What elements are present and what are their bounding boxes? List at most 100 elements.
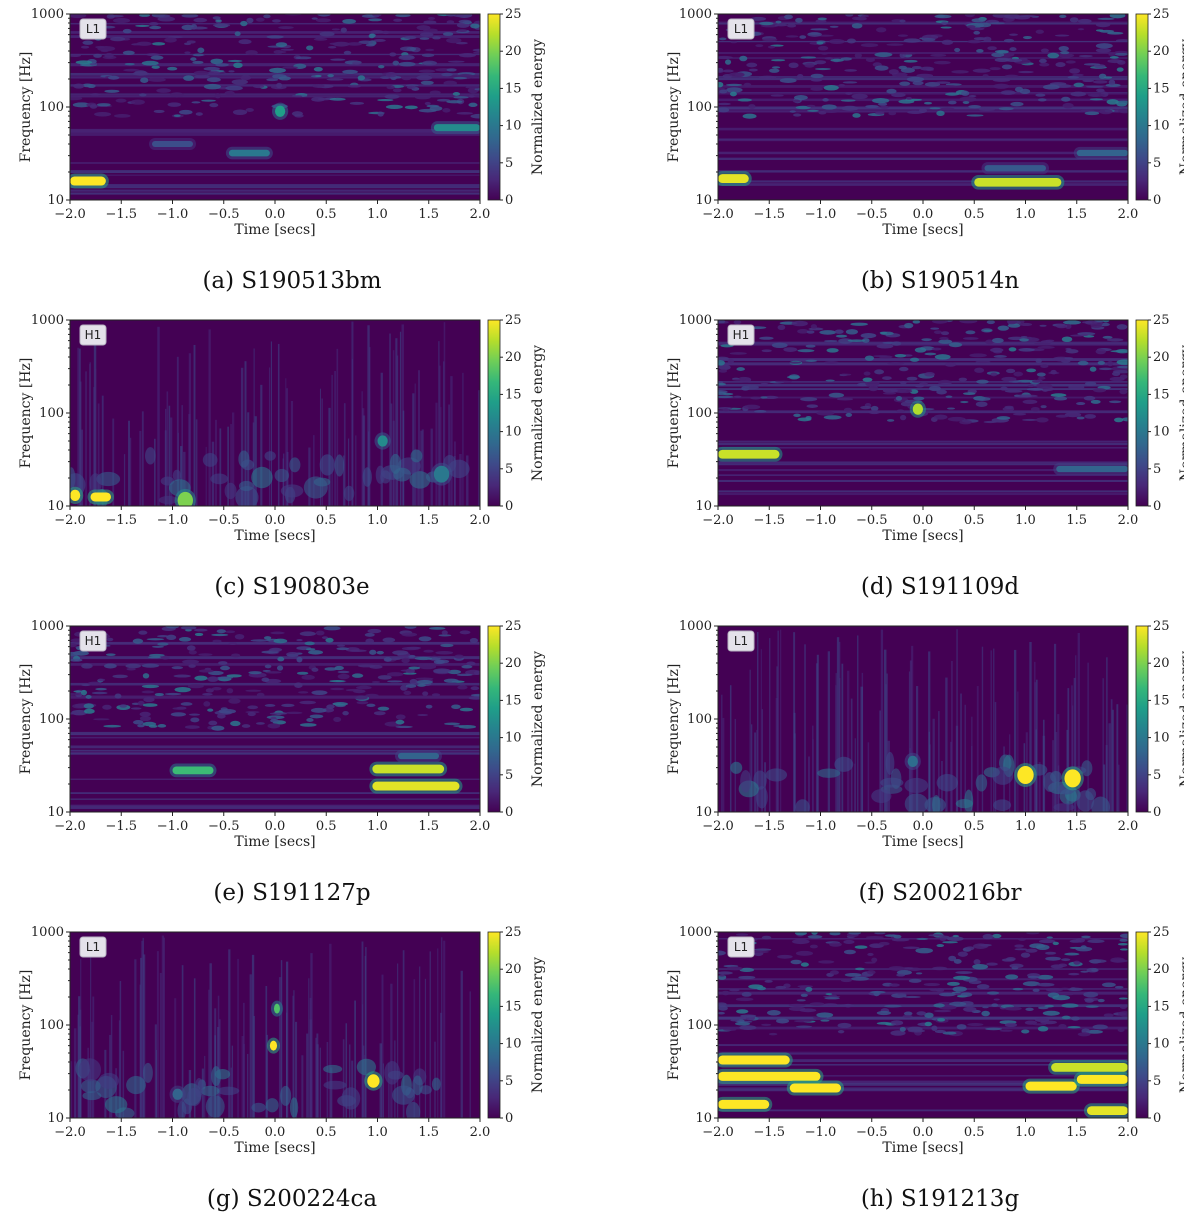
texture-blob [392, 88, 402, 93]
texture-blob [282, 66, 298, 69]
texture-streak [193, 978, 196, 1118]
texture-blob [299, 723, 317, 727]
texture-blob [389, 52, 397, 57]
texture-blob [986, 320, 995, 325]
texture-blob [938, 1001, 952, 1004]
texture-blob [468, 95, 475, 98]
texture-band [718, 463, 1128, 466]
texture-blob [343, 485, 355, 502]
energy-feature [1064, 769, 1081, 788]
texture-blob [1060, 958, 1071, 962]
texture-streak [777, 630, 779, 812]
texture-blob [718, 107, 730, 113]
colorbar-label: Normalized energy [1178, 651, 1184, 787]
y-axis-label: Frequency [Hz] [18, 664, 34, 775]
texture-blob [352, 61, 362, 65]
texture-streak [244, 361, 247, 506]
texture-blob [458, 724, 477, 729]
texture-blob [823, 1003, 838, 1007]
texture-blob [365, 43, 375, 47]
subplot-caption: (e) S191127p [12, 880, 572, 906]
texture-blob [944, 362, 957, 367]
texture-streak [143, 954, 146, 1118]
y-tick-label: 1000 [31, 925, 64, 940]
texture-blob [897, 993, 907, 996]
texture-blob [829, 932, 841, 936]
texture-band [718, 183, 1128, 186]
texture-streak [453, 456, 456, 506]
texture-blob [146, 53, 160, 56]
texture-blob [852, 16, 861, 21]
x-tick-label: −1.5 [105, 513, 137, 528]
texture-blob [1043, 772, 1057, 792]
texture-blob [933, 330, 943, 334]
texture-streak [122, 1050, 125, 1118]
texture-blob [1035, 93, 1046, 97]
texture-blob [150, 55, 164, 60]
texture-blob [378, 65, 385, 69]
event-name: S191127p [244, 880, 371, 906]
x-tick-label: −1.5 [753, 513, 785, 528]
texture-streak [293, 990, 295, 1118]
texture-blob [386, 672, 404, 677]
texture-blob [884, 934, 897, 937]
texture-blob [851, 93, 868, 100]
texture-streak [188, 353, 192, 506]
texture-blob [854, 52, 862, 58]
texture-blob [797, 349, 815, 353]
texture-blob [865, 57, 876, 63]
subplot-letter: (f) [858, 880, 885, 906]
texture-blob [336, 644, 346, 647]
texture-blob [395, 14, 411, 18]
texture-blob [366, 703, 376, 708]
texture-blob [310, 707, 327, 713]
texture-blob [125, 663, 141, 669]
texture-streak [769, 638, 771, 812]
texture-streak [994, 702, 997, 812]
texture-blob [755, 44, 764, 48]
x-tick-label: −1.0 [157, 513, 189, 528]
energy-feature [984, 165, 1046, 172]
texture-blob [1116, 365, 1128, 369]
texture-band [718, 127, 1128, 131]
texture-blob [151, 65, 160, 69]
texture-blob [768, 68, 780, 73]
energy-feature [1076, 149, 1128, 157]
texture-blob [362, 467, 372, 487]
texture-blob [228, 70, 235, 73]
x-tick-label: 0.5 [316, 1125, 337, 1140]
texture-blob [916, 73, 934, 78]
texture-blob [787, 24, 797, 28]
texture-band [70, 736, 480, 739]
texture-blob [1078, 54, 1093, 58]
texture-blob [148, 77, 166, 82]
texture-blob [469, 638, 479, 643]
texture-blob [1050, 393, 1067, 397]
texture-band [70, 174, 480, 176]
texture-blob [921, 338, 932, 342]
texture-blob [324, 667, 338, 671]
texture-blob [446, 14, 456, 17]
texture-streak [1034, 682, 1036, 812]
texture-blob [998, 107, 1014, 111]
texture-blob [844, 69, 857, 72]
texture-blob [212, 16, 221, 20]
texture-blob [332, 41, 350, 47]
texture-blob [870, 990, 886, 994]
texture-blob [793, 113, 802, 117]
texture-blob [916, 1011, 927, 1016]
texture-band [718, 180, 1128, 183]
colorbar-tick-label: 20 [505, 962, 522, 977]
texture-blob [190, 717, 200, 723]
texture-blob [452, 92, 461, 96]
texture-streak [163, 937, 166, 1118]
detector-badge [79, 936, 107, 958]
texture-blob [915, 972, 923, 975]
x-tick-label: 1.5 [418, 1125, 439, 1140]
texture-blob [759, 336, 774, 340]
texture-blob [876, 27, 887, 33]
texture-blob [829, 970, 839, 975]
texture-blob [278, 26, 294, 30]
texture-blob [768, 1032, 778, 1036]
texture-band [70, 656, 480, 659]
